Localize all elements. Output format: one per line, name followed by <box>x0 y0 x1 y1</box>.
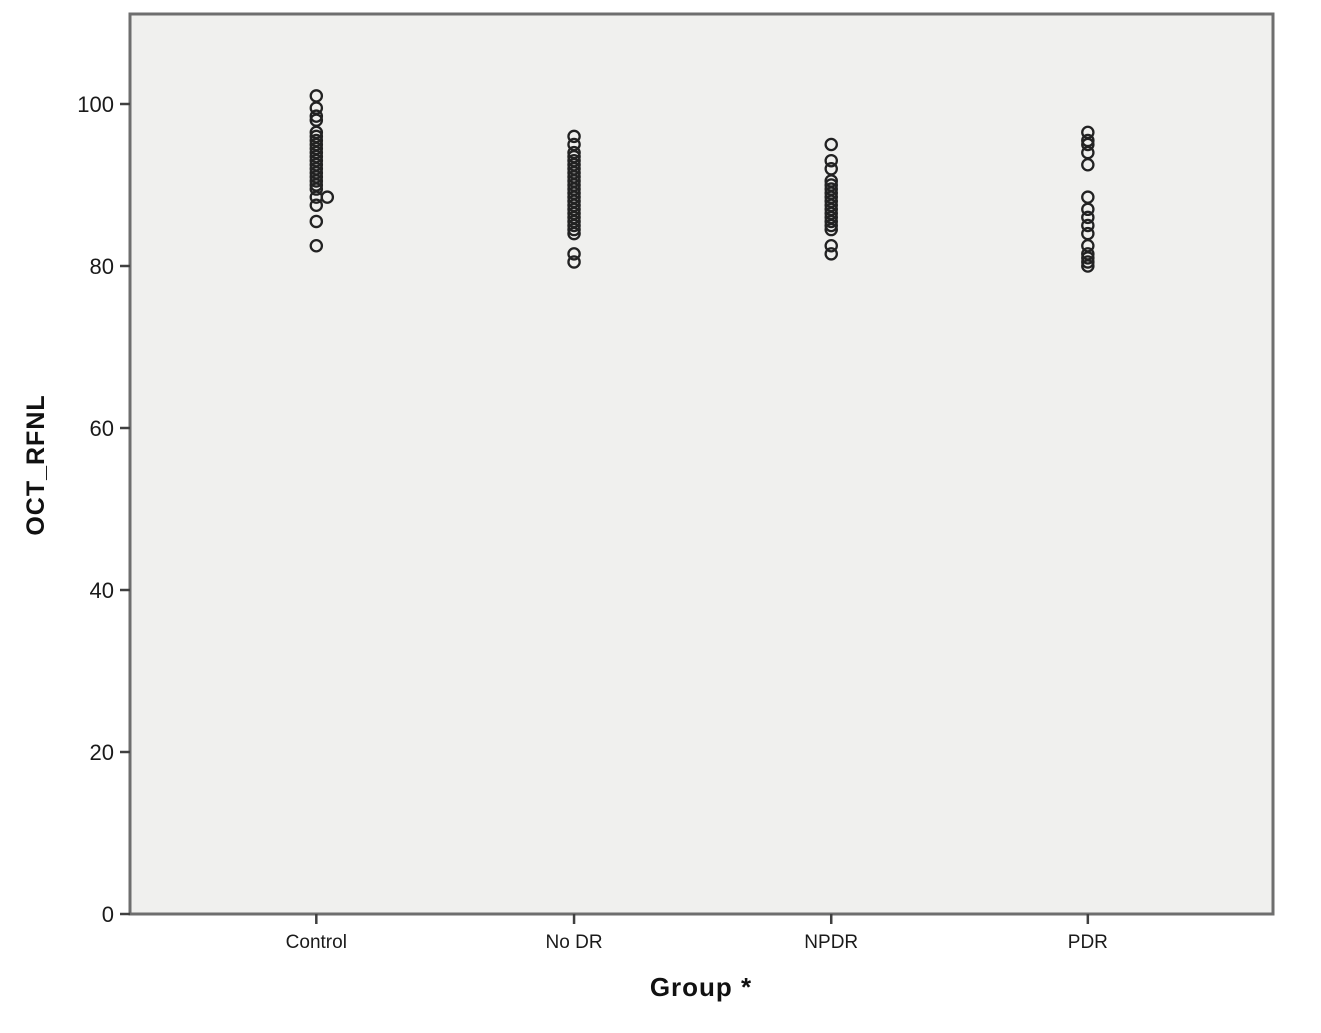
y-tick-label: 20 <box>90 740 114 765</box>
data-point <box>1081 210 1095 225</box>
y-tick-label: 80 <box>90 254 114 279</box>
data-point <box>320 190 335 204</box>
y-tick-label: 0 <box>102 902 114 927</box>
data-point <box>1081 251 1095 265</box>
data-point <box>567 247 581 261</box>
y-tick-label: 40 <box>90 578 114 603</box>
data-point <box>309 109 324 123</box>
x-axis-title: Group * <box>649 972 753 1002</box>
data-point <box>824 214 838 229</box>
data-point <box>824 153 838 168</box>
y-tick-label: 60 <box>90 416 114 441</box>
plot-area <box>128 12 1275 916</box>
data-point <box>567 255 581 269</box>
data-point <box>1081 157 1095 172</box>
data-point <box>1081 202 1095 217</box>
data-point <box>309 238 324 253</box>
data-point <box>824 247 838 261</box>
data-point <box>824 238 838 253</box>
data-point <box>1081 259 1095 273</box>
y-axis-title: OCT_RFNL <box>22 394 50 536</box>
data-point <box>567 226 581 241</box>
data-point <box>824 222 838 237</box>
data-point <box>824 137 838 152</box>
data-point <box>1081 255 1095 269</box>
x-tick-label: No DR <box>546 932 603 953</box>
data-point <box>567 218 581 233</box>
x-tick-label: PDR <box>1068 932 1108 953</box>
data-point <box>567 129 581 144</box>
data-point <box>567 222 581 237</box>
data-point <box>1081 218 1095 233</box>
data-point <box>309 174 324 188</box>
data-point <box>309 182 324 196</box>
data-point <box>309 214 324 229</box>
x-tick-label: NPDR <box>804 932 858 953</box>
x-tick-label: Control <box>286 932 347 953</box>
data-point <box>824 218 838 233</box>
data-point <box>1081 137 1095 152</box>
y-tick-label: 100 <box>77 92 114 117</box>
data-point <box>309 198 324 212</box>
